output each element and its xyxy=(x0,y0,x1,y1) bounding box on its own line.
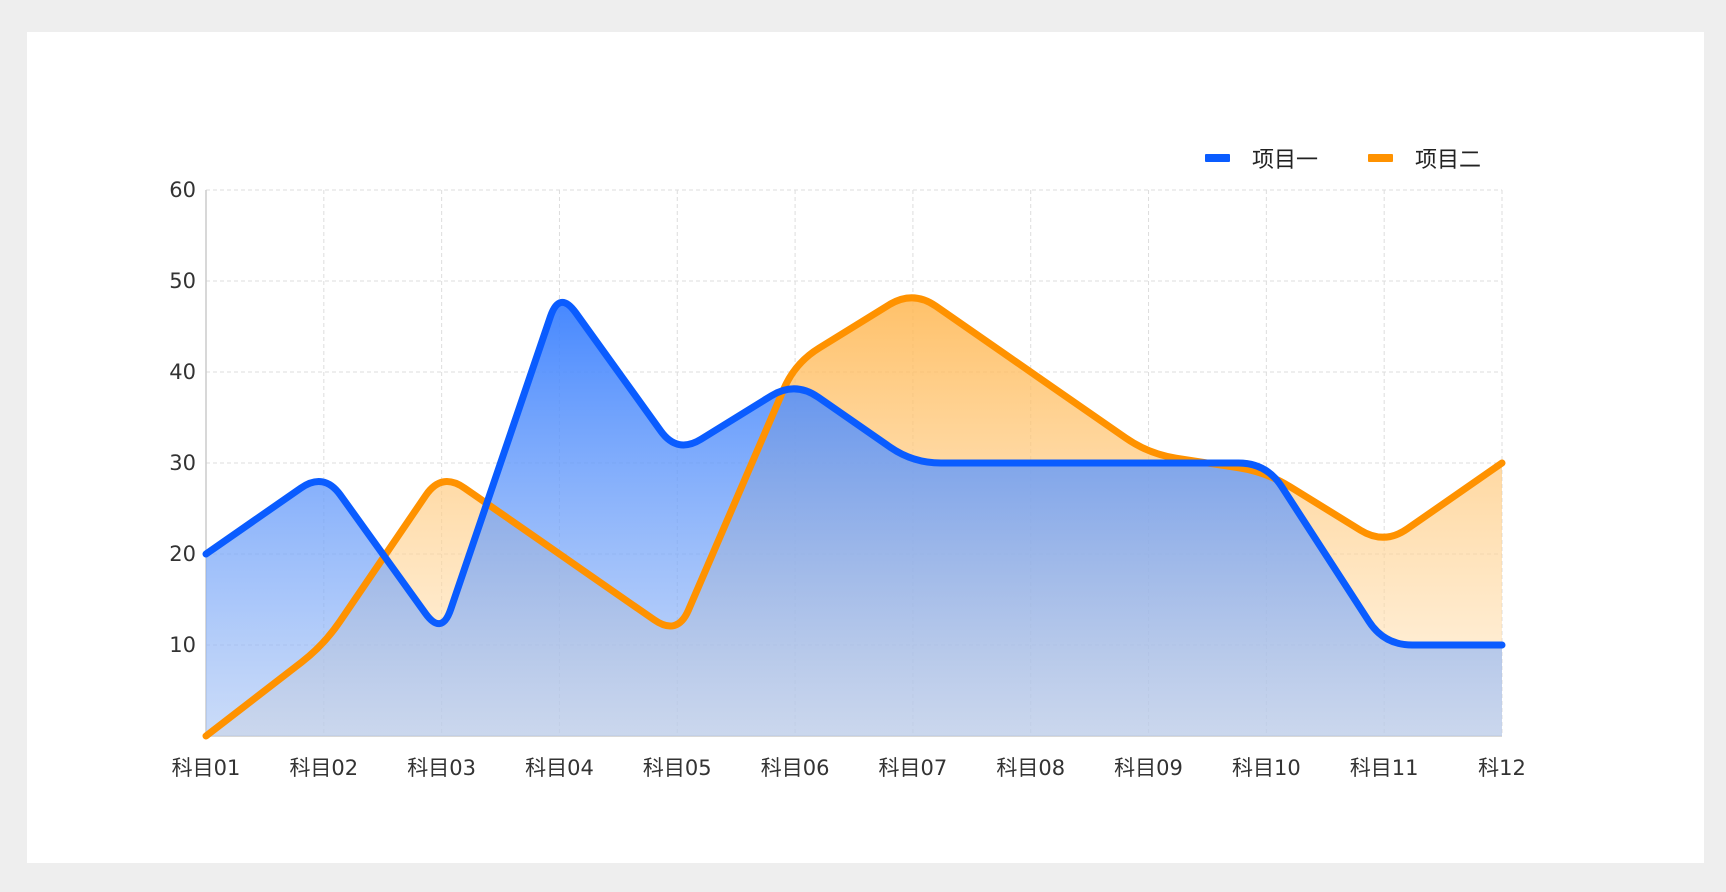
y-tick-label-20: 20 xyxy=(169,542,196,566)
legend-label-series-2: 项目二 xyxy=(1415,142,1481,174)
x-tick-label-2: 科目02 xyxy=(289,756,358,780)
x-tick-label-4: 科目04 xyxy=(525,756,594,780)
legend-item-series-2[interactable]: 项目二 xyxy=(1368,142,1481,174)
x-tick-label-7: 科目07 xyxy=(879,756,948,780)
y-tick-label-60: 60 xyxy=(169,178,196,202)
x-tick-label-6: 科目06 xyxy=(761,756,830,780)
x-tick-label-12: 科12 xyxy=(1478,756,1526,780)
x-tick-label-10: 科目10 xyxy=(1232,756,1301,780)
x-tick-label-11: 科目11 xyxy=(1350,756,1419,780)
y-tick-label-10: 10 xyxy=(169,633,196,657)
legend-label-series-1: 项目一 xyxy=(1252,142,1318,174)
legend: 项目一 项目二 xyxy=(1205,142,1481,174)
x-tick-label-3: 科目03 xyxy=(407,756,476,780)
y-axis: 10 20 30 40 50 60 xyxy=(169,178,196,657)
x-tick-label-5: 科目05 xyxy=(643,756,712,780)
y-tick-label-40: 40 xyxy=(169,360,196,384)
x-tick-label-8: 科目08 xyxy=(996,756,1065,780)
y-tick-label-50: 50 xyxy=(169,269,196,293)
x-tick-label-1: 科目01 xyxy=(172,756,241,780)
x-axis: 科目01 科目02 科目03 科目04 科目05 科目06 科目07 科目08 科目09 科目10… xyxy=(172,756,1526,780)
y-tick-label-30: 30 xyxy=(169,451,196,475)
series-layer xyxy=(206,298,1502,736)
x-tick-label-9: 科目09 xyxy=(1114,756,1183,780)
legend-item-series-1[interactable]: 项目一 xyxy=(1205,142,1318,174)
legend-swatch-series-2 xyxy=(1368,154,1393,162)
legend-swatch-series-1 xyxy=(1205,154,1230,162)
